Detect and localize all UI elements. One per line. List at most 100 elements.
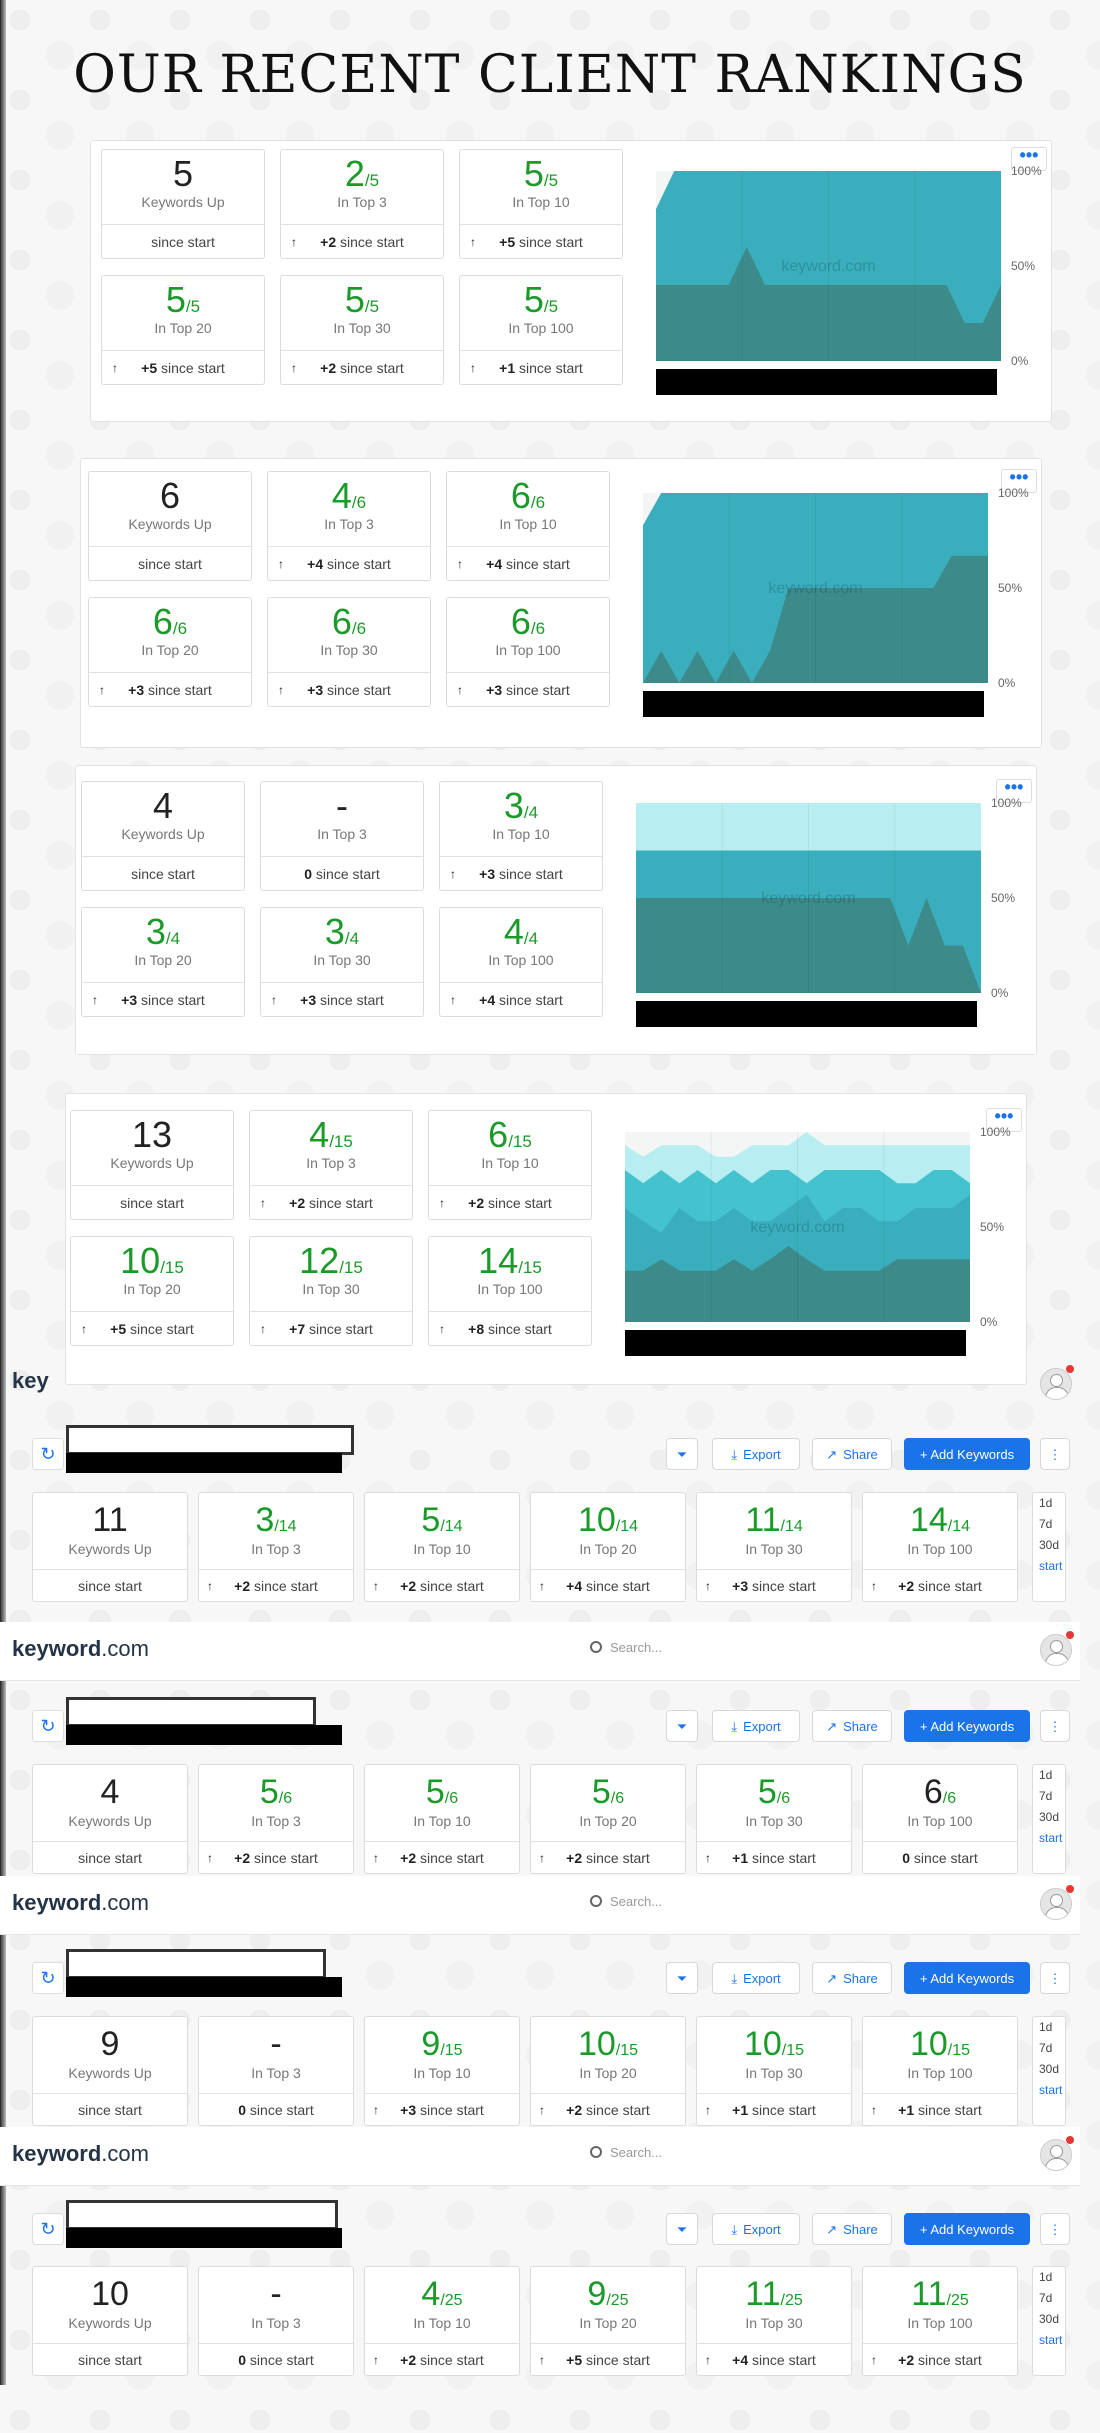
- period-option[interactable]: 1d: [1039, 2020, 1053, 2034]
- user-avatar[interactable]: [1040, 1368, 1072, 1400]
- stat-number: 6: [152, 601, 173, 642]
- more-actions-button[interactable]: ⋮: [1040, 1710, 1070, 1742]
- stat-value: 14/15: [429, 1243, 591, 1287]
- brand-logo[interactable]: keyword.com: [12, 1890, 149, 1916]
- period-option[interactable]: start: [1039, 1559, 1063, 1573]
- filter-button[interactable]: ⏷: [666, 1438, 698, 1470]
- stat-label: In Top 3: [306, 1155, 356, 1171]
- period-option[interactable]: start: [1039, 2333, 1063, 2347]
- stat-card: 11/25 In Top 100 ↑ +2 since start: [862, 2266, 1018, 2376]
- user-avatar[interactable]: [1040, 2139, 1072, 2171]
- user-avatar[interactable]: [1040, 1888, 1072, 1920]
- y-axis-tick-label: 100%: [1011, 164, 1042, 178]
- stat-label: Keywords Up: [68, 2315, 152, 2331]
- search-field[interactable]: Search...: [590, 1640, 662, 1655]
- share-button[interactable]: ↗ Share: [812, 1962, 892, 1994]
- period-option[interactable]: 7d: [1039, 2291, 1053, 2305]
- stat-change: ↑ +7 since start: [250, 1311, 412, 1347]
- more-options-button[interactable]: •••: [1011, 146, 1047, 171]
- more-actions-button[interactable]: ⋮: [1040, 2213, 1070, 2245]
- more-actions-button[interactable]: ⋮: [1040, 1962, 1070, 1994]
- app-header: keyword.com Search...: [0, 1876, 1080, 1935]
- project-name-box[interactable]: [66, 1425, 354, 1455]
- add-keywords-button[interactable]: + Add Keywords: [904, 1710, 1030, 1742]
- export-button[interactable]: ⤓ Export: [712, 1438, 800, 1470]
- project-name-box[interactable]: [66, 1949, 326, 1979]
- period-option[interactable]: 30d: [1039, 1810, 1060, 1824]
- refresh-button[interactable]: ↻: [32, 1710, 64, 1742]
- stat-since: since start: [416, 2352, 484, 2368]
- stat-label: Keywords Up: [121, 826, 205, 842]
- stat-delta: 0: [238, 2352, 247, 2368]
- avatar-body-icon: [1045, 1653, 1069, 1665]
- period-option[interactable]: 30d: [1039, 1538, 1060, 1552]
- arrow-up-icon: ↑: [373, 2103, 379, 2117]
- stat-number: 5: [523, 279, 544, 320]
- stat-number: 11: [92, 1501, 128, 1539]
- stat-card: 12/15 In Top 30 ↑ +7 since start: [249, 1236, 413, 1346]
- stat-since: since start: [336, 234, 404, 250]
- period-option[interactable]: 1d: [1039, 1496, 1053, 1510]
- brand-logo[interactable]: keyword.com: [12, 1636, 149, 1662]
- period-option[interactable]: 7d: [1039, 1517, 1053, 1531]
- refresh-button[interactable]: ↻: [32, 1962, 64, 1994]
- period-option[interactable]: start: [1039, 1831, 1063, 1845]
- search-field[interactable]: Search...: [590, 2145, 662, 2160]
- arrow-up-icon: ↑: [871, 2103, 877, 2117]
- stat-delta: +3: [300, 992, 317, 1008]
- brand-logo[interactable]: keyword.com: [12, 2141, 149, 2167]
- chart-watermark: keyword.com: [768, 580, 862, 597]
- stat-card: 4 Keywords Up since start: [32, 1764, 188, 1874]
- more-options-button[interactable]: •••: [986, 1107, 1022, 1132]
- stat-card: 13 Keywords Up since start: [70, 1110, 234, 1220]
- stat-total: /6: [278, 1790, 293, 1807]
- filter-button[interactable]: ⏷: [666, 1962, 698, 1994]
- logo-name: keyword: [12, 2141, 102, 2166]
- export-button[interactable]: ⤓ Export: [712, 2213, 800, 2245]
- more-options-button[interactable]: •••: [1001, 468, 1037, 493]
- stat-delta: +4: [479, 992, 496, 1008]
- stat-label: In Top 10: [413, 1813, 471, 1829]
- filter-button[interactable]: ⏷: [666, 2213, 698, 2245]
- export-button[interactable]: ⤓ Export: [712, 1710, 800, 1742]
- stat-change: ↑ +2 since start: [365, 1569, 519, 1603]
- stat-change: ↑ +2 since start: [365, 1841, 519, 1875]
- arrow-up-icon: ↑: [871, 2353, 877, 2367]
- brand-logo[interactable]: key: [12, 1368, 49, 1394]
- period-option[interactable]: start: [1039, 2083, 1063, 2097]
- period-option[interactable]: 7d: [1039, 2041, 1053, 2055]
- share-button[interactable]: ↗ Share: [812, 2213, 892, 2245]
- refresh-button[interactable]: ↻: [32, 2213, 64, 2245]
- add-keywords-button[interactable]: + Add Keywords: [904, 1438, 1030, 1470]
- stat-number: 9: [587, 2275, 607, 2313]
- user-avatar[interactable]: [1040, 1634, 1072, 1666]
- period-option[interactable]: 7d: [1039, 1789, 1053, 1803]
- ranking-panel: 13 Keywords Up since start 4/15 In Top 3 ↑ +2 …: [65, 1093, 1027, 1385]
- period-option[interactable]: 1d: [1039, 1768, 1053, 1782]
- project-name-box[interactable]: [66, 1697, 316, 1727]
- refresh-button[interactable]: ↻: [32, 1438, 64, 1470]
- share-button[interactable]: ↗ Share: [812, 1438, 892, 1470]
- stat-change: ↑ +4 since start: [697, 2343, 851, 2377]
- period-option[interactable]: 1d: [1039, 2270, 1053, 2284]
- stat-change: ↑ +8 since start: [429, 1311, 591, 1347]
- export-button[interactable]: ⤓ Export: [712, 1962, 800, 1994]
- more-options-button[interactable]: •••: [996, 778, 1032, 803]
- stat-value: 6/6: [268, 604, 430, 648]
- filter-button[interactable]: ⏷: [666, 1710, 698, 1742]
- search-field[interactable]: Search...: [590, 1894, 662, 1909]
- download-icon: ⤓: [731, 1447, 738, 1462]
- share-button[interactable]: ↗ Share: [812, 1710, 892, 1742]
- stat-number: 5: [259, 1773, 279, 1811]
- more-actions-button[interactable]: ⋮: [1040, 1438, 1070, 1470]
- period-option[interactable]: 30d: [1039, 2062, 1060, 2076]
- add-keywords-button[interactable]: + Add Keywords: [904, 2213, 1030, 2245]
- refresh-icon: ↻: [40, 1968, 56, 1988]
- filter-icon: ⏷: [676, 1971, 688, 1986]
- stat-delta: +2: [468, 1195, 485, 1211]
- stat-label: In Top 10: [413, 2065, 471, 2081]
- project-name-box[interactable]: [66, 2200, 338, 2230]
- period-option[interactable]: 30d: [1039, 2312, 1060, 2326]
- add-keywords-button[interactable]: + Add Keywords: [904, 1962, 1030, 1994]
